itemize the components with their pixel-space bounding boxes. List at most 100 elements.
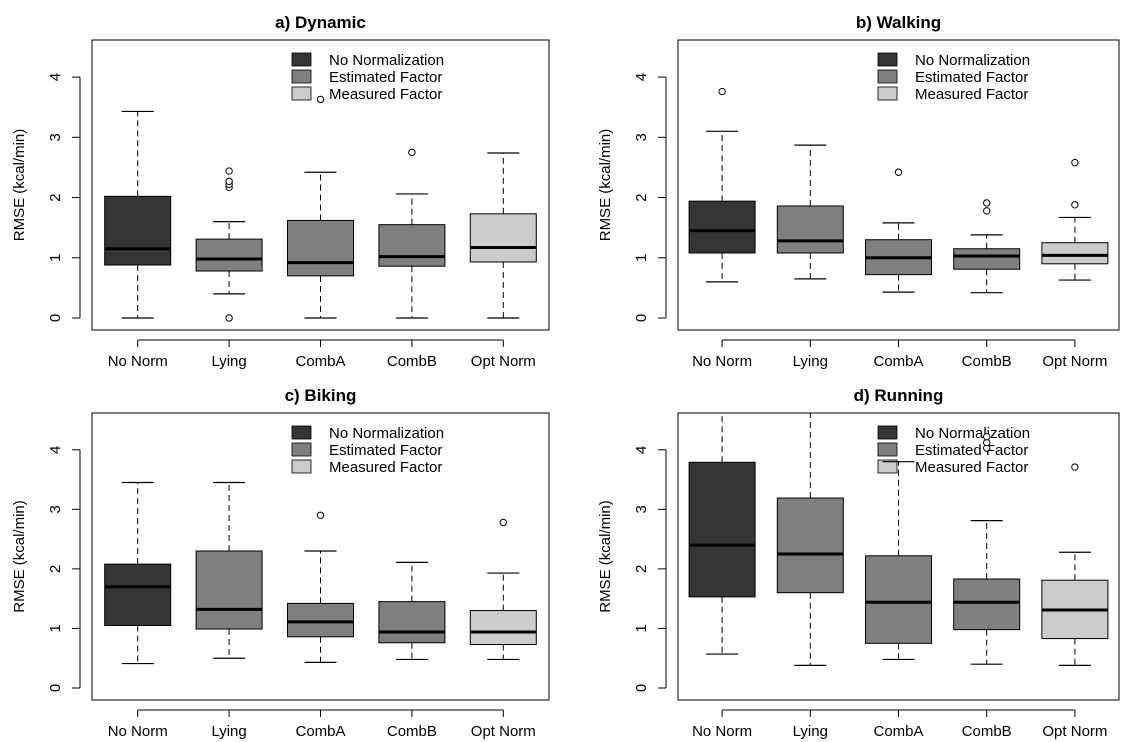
y-tick-label: 3 <box>633 505 650 513</box>
x-tick-label: CombB <box>962 723 1012 740</box>
plot-frame <box>91 39 550 331</box>
x-tick-label: CombB <box>387 353 437 370</box>
box-opt-norm <box>469 518 537 661</box>
box-combb <box>953 432 1021 665</box>
y-tick-label: 3 <box>633 133 650 141</box>
box-body <box>953 578 1021 631</box>
plot-frame <box>677 39 1120 331</box>
box-opt-norm <box>469 152 537 319</box>
legend-swatch <box>291 425 312 440</box>
y-axis-label: RMSE (kcal/min) <box>11 500 28 613</box>
legend-label: Estimated Factor <box>329 442 442 459</box>
box-opt-norm <box>1041 463 1109 666</box>
y-tick-label: 0 <box>633 314 650 322</box>
panel-title: c) Biking <box>285 386 357 405</box>
box-no-norm <box>104 481 172 665</box>
box-body <box>287 602 354 638</box>
legend-label: Estimated Factor <box>915 442 1028 459</box>
box-no-norm <box>688 413 756 655</box>
legend-swatch <box>291 86 312 101</box>
x-tick-label: Opt Norm <box>1042 723 1107 740</box>
panel-1: a) Dynamic RMSE (kcal/min) 0 1 2 3 4 No Norm Lyi… <box>11 13 550 370</box>
box-body <box>195 238 263 272</box>
outlier-point <box>225 314 233 322</box>
box-body <box>469 610 537 646</box>
y-tick-label: 1 <box>47 624 64 632</box>
panel-4: d) Running RMSE (kcal/min) 0 1 2 3 4 No Norm Lyi… <box>597 386 1120 740</box>
box-body <box>953 248 1021 270</box>
x-tick-label: No Norm <box>692 723 752 740</box>
outlier-point <box>316 95 325 104</box>
box-no-norm <box>104 110 172 319</box>
outlier-point <box>1071 158 1079 167</box>
legend-swatch <box>877 69 898 84</box>
box-comba <box>287 95 354 319</box>
y-tick-label: 3 <box>47 133 64 141</box>
plot-frame <box>677 412 1120 701</box>
y-axis-label: RMSE (kcal/min) <box>597 500 614 613</box>
legend-swatch <box>877 86 898 101</box>
outlier-point <box>1071 201 1079 209</box>
y-tick-label: 4 <box>47 73 64 81</box>
x-tick-label: CombA <box>873 723 923 740</box>
plot-frame <box>91 412 550 701</box>
outlier-point <box>225 177 233 185</box>
legend-swatch <box>877 459 898 474</box>
x-tick-label: No Norm <box>692 353 752 370</box>
outlier-point <box>894 168 903 176</box>
legend-swatch <box>291 69 312 84</box>
legend-label: Measured Factor <box>915 86 1028 103</box>
x-tick-label: No Norm <box>108 723 168 740</box>
legend-label: No Normalization <box>915 425 1030 442</box>
legend-label: No Normalization <box>329 425 444 442</box>
panel-title: a) Dynamic <box>275 13 366 32</box>
box-body <box>104 563 172 626</box>
box-no-norm <box>688 87 756 283</box>
y-tick-label: 3 <box>47 505 64 513</box>
box-combb <box>953 199 1021 294</box>
legend-label: Estimated Factor <box>915 69 1028 86</box>
x-tick-label: Lying <box>793 353 828 370</box>
x-tick-label: CombA <box>295 723 345 740</box>
y-tick-label: 4 <box>633 446 650 454</box>
outlier-point <box>316 511 325 519</box>
box-body <box>688 461 756 598</box>
legend-swatch <box>291 52 312 67</box>
box-combb <box>378 561 446 661</box>
x-tick-label: CombA <box>873 353 923 370</box>
legend-swatch <box>877 425 898 440</box>
outlier-point <box>983 438 991 447</box>
legend-label: No Normalization <box>329 52 444 69</box>
legend-swatch <box>291 442 312 457</box>
legend-label: Estimated Factor <box>329 69 442 86</box>
x-tick-label: Lying <box>211 353 246 370</box>
y-tick-label: 2 <box>633 193 650 201</box>
outlier-point <box>225 167 233 175</box>
legend-label: Measured Factor <box>329 459 442 476</box>
panel-3: c) Biking RMSE (kcal/min) 0 1 2 3 4 No Norm Lyin… <box>11 386 550 740</box>
box-comba <box>287 511 354 663</box>
box-opt-norm <box>1041 158 1109 281</box>
outlier-point <box>983 432 991 441</box>
x-tick-label: CombA <box>295 353 345 370</box>
y-axis-label: RMSE (kcal/min) <box>597 129 614 242</box>
y-tick-label: 0 <box>633 684 650 692</box>
panel-title: b) Walking <box>856 13 941 32</box>
x-tick-label: Opt Norm <box>1042 353 1107 370</box>
box-lying <box>195 167 263 322</box>
y-tick-label: 1 <box>633 624 650 632</box>
outlier-point <box>983 207 991 215</box>
y-tick-label: 0 <box>47 684 64 692</box>
legend-label: Measured Factor <box>915 459 1028 476</box>
box-body <box>378 601 446 644</box>
box-body <box>776 497 844 594</box>
box-body <box>688 200 756 254</box>
x-tick-label: No Norm <box>108 353 168 370</box>
x-tick-label: Opt Norm <box>471 353 536 370</box>
box-body <box>1041 242 1109 265</box>
x-tick-label: CombB <box>962 353 1012 370</box>
box-lying <box>776 144 844 280</box>
box-body <box>287 219 354 277</box>
panel-title: d) Running <box>854 386 944 405</box>
